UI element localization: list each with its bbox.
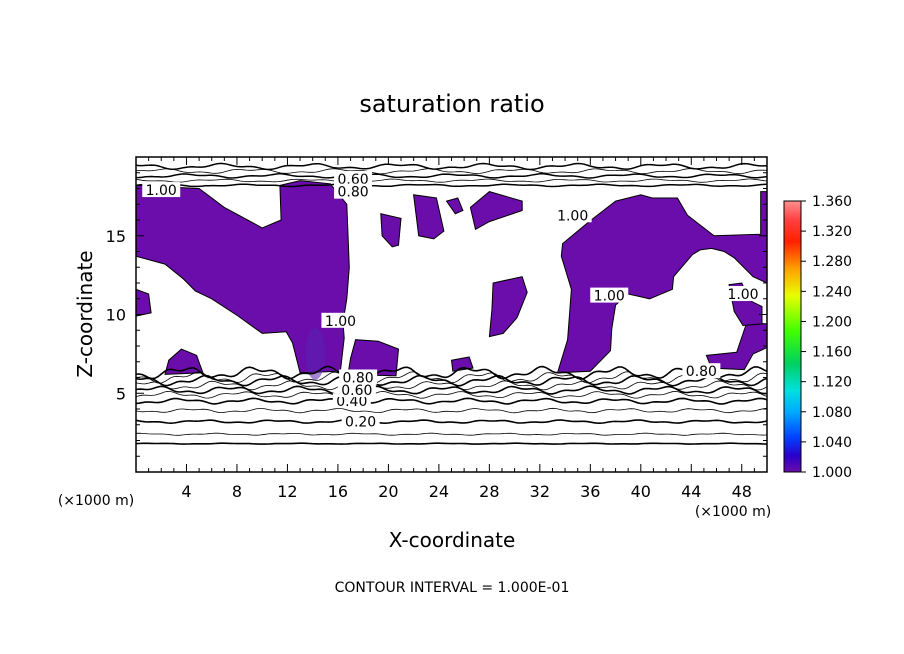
y-tick-label: 10 [106, 306, 126, 325]
colorbar-gradient [783, 200, 802, 473]
colorbar: 1.360 1.320 1.280 1.240 1.200 1.160 1.120 1.080… [783, 194, 852, 481]
x-tick-label: 48 [732, 482, 752, 501]
contour-label: 0.60 [341, 383, 372, 399]
x-tick-label: 40 [631, 482, 651, 501]
region-right-main [556, 191, 767, 374]
contour-line [136, 407, 767, 414]
contour-line [136, 371, 767, 384]
x-tick-label: 32 [530, 482, 550, 501]
contour-line [136, 442, 767, 445]
x-tick-label: 20 [378, 482, 398, 501]
contour-line [136, 168, 767, 175]
y-axis-label: Z-coordinate [73, 250, 97, 377]
x-tick-label: 4 [181, 482, 191, 501]
colorbar-label: 1.240 [812, 284, 852, 300]
region-center [488, 276, 528, 338]
contour-label-bg [590, 287, 629, 303]
x-tick-label: 16 [328, 482, 348, 501]
contour-label: 1.00 [594, 289, 625, 305]
colorbar-label: 1.000 [812, 465, 852, 481]
y-tick-label: 15 [106, 227, 126, 246]
contour-interval-note: CONTOUR INTERVAL = 1.000E-01 [335, 580, 570, 596]
x-unit-left: (×1000 m) [58, 493, 134, 509]
colorbar-label: 1.200 [812, 314, 852, 330]
contour-label: 1.00 [325, 314, 356, 330]
contour-line [136, 178, 767, 183]
contour-line [136, 419, 767, 425]
contour-label-bg [142, 182, 181, 198]
contour-line [136, 365, 767, 380]
x-unit-right: (×1000 m) [695, 504, 771, 520]
x-tick-label: 36 [580, 482, 600, 501]
y-tick-label: 5 [116, 384, 126, 403]
plot-area: 0.200.400.600.800.600.800.801.001.001.00… [106, 156, 768, 501]
region-left-edge-island [136, 288, 152, 317]
contour-label: 1.00 [727, 287, 758, 303]
contour-label: 0.20 [345, 415, 376, 431]
x-tick-label: 8 [232, 482, 242, 501]
contour-label-bg [339, 369, 378, 385]
colorbar-label: 1.320 [812, 224, 852, 240]
colorbar-label: 1.120 [812, 375, 852, 391]
contour-label: 0.40 [336, 394, 367, 410]
contour-label-bg [321, 312, 360, 328]
contour-line [136, 390, 767, 399]
region-right-islands [705, 321, 767, 371]
colorbar-label: 1.160 [812, 345, 852, 361]
contour-line [136, 432, 767, 436]
region-small-center [450, 356, 474, 372]
contour-line [136, 162, 767, 171]
contour-label-bg [337, 382, 376, 398]
colorbar-label: 1.080 [812, 405, 852, 421]
contour-label-bg [334, 171, 373, 187]
contour-label-bg [334, 183, 373, 199]
contour-label: 0.80 [343, 371, 374, 387]
colorbar-label: 1.040 [812, 435, 852, 451]
contour-label-bg [553, 207, 592, 223]
contour-label-bg [682, 363, 721, 379]
region-mid-bump [347, 339, 400, 377]
x-tick-label: 44 [681, 482, 701, 501]
region-left [136, 180, 350, 374]
region-ridge-a [380, 213, 402, 248]
contour-line [136, 183, 767, 188]
contour-line [136, 385, 767, 395]
contour-label-bg [341, 413, 380, 429]
contour-label: 0.80 [686, 364, 717, 380]
region-ridge-c [445, 197, 464, 215]
region-core [305, 327, 326, 380]
contour-line [136, 397, 767, 405]
contour-line [136, 173, 767, 179]
x-tick-label: 24 [429, 482, 449, 501]
x-tick-label: 12 [277, 482, 297, 501]
x-tick-label: 28 [479, 482, 499, 501]
chart-title: saturation ratio [359, 90, 544, 118]
contour-label: 1.00 [557, 208, 588, 224]
contour-label: 1.00 [146, 183, 177, 199]
region-ridge-d [469, 191, 523, 231]
contour-label-bg [724, 286, 763, 302]
contour-label: 0.80 [337, 185, 368, 201]
x-axis-label: X-coordinate [389, 528, 516, 552]
colorbar-label: 1.280 [812, 254, 852, 270]
colorbar-label: 1.360 [812, 194, 852, 210]
region-ridge-b [413, 194, 445, 240]
